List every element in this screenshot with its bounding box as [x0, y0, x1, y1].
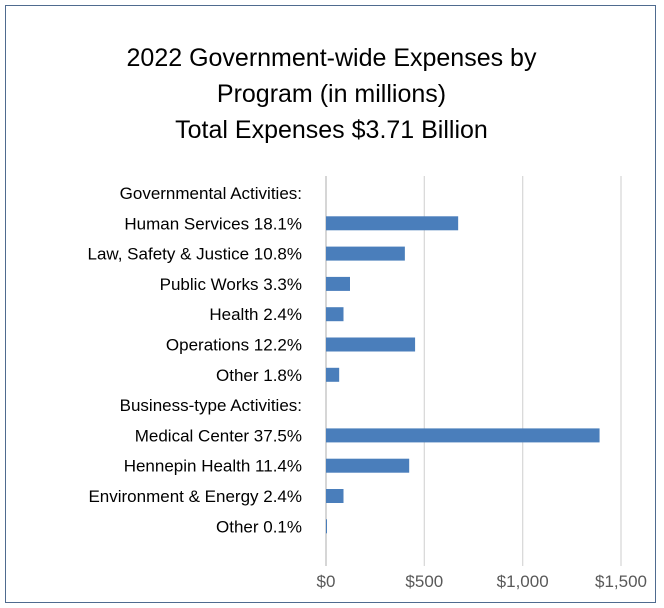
bar	[326, 307, 344, 322]
x-tick-label: $1,000	[497, 572, 549, 591]
bar	[326, 246, 405, 261]
x-tick-labels: $0 $500 $1,000 $1,500	[317, 572, 647, 591]
chart-title-line-1: 2022 Government-wide Expenses by	[126, 44, 537, 72]
x-tick-label: $0	[317, 572, 336, 591]
chart-title: 2022 Government-wide Expenses by Program…	[6, 40, 657, 148]
bar	[326, 216, 459, 231]
category-label: Other 0.1%	[216, 517, 302, 536]
bar	[326, 489, 344, 503]
category-label: Business-type Activities:	[120, 396, 302, 415]
category-label: Health 2.4%	[209, 305, 302, 324]
bar	[326, 458, 410, 473]
chart-title-line-3: Total Expenses $3.71 Billion	[175, 116, 488, 144]
category-label: Law, Safety & Justice 10.8%	[87, 245, 302, 264]
category-label: Medical Center 37.5%	[135, 426, 302, 445]
x-tick-label: $500	[405, 572, 443, 591]
bars	[326, 216, 600, 534]
category-label: Public Works 3.3%	[160, 275, 302, 294]
chart-title-line-2: Program (in millions)	[216, 80, 447, 108]
category-label: Environment & Energy 2.4%	[88, 487, 302, 506]
category-label: Other 1.8%	[216, 366, 302, 385]
category-label: Governmental Activities:	[120, 184, 302, 203]
bar	[326, 367, 340, 382]
bar	[326, 337, 416, 352]
x-tick-label: $1,500	[595, 572, 647, 591]
bar-chart-plot: Governmental Activities: Human Services 1…	[87, 176, 647, 591]
bar	[326, 428, 600, 443]
category-label: Operations 12.2%	[166, 336, 302, 355]
bar	[326, 519, 327, 534]
category-label: Hennepin Health 11.4%	[124, 457, 302, 476]
gridlines	[325, 176, 622, 566]
bar	[326, 276, 350, 291]
category-label: Human Services 18.1%	[124, 214, 302, 233]
chart-frame: 2022 Government-wide Expenses by Program…	[5, 5, 656, 603]
category-labels: Governmental Activities: Human Services 1…	[87, 184, 302, 536]
